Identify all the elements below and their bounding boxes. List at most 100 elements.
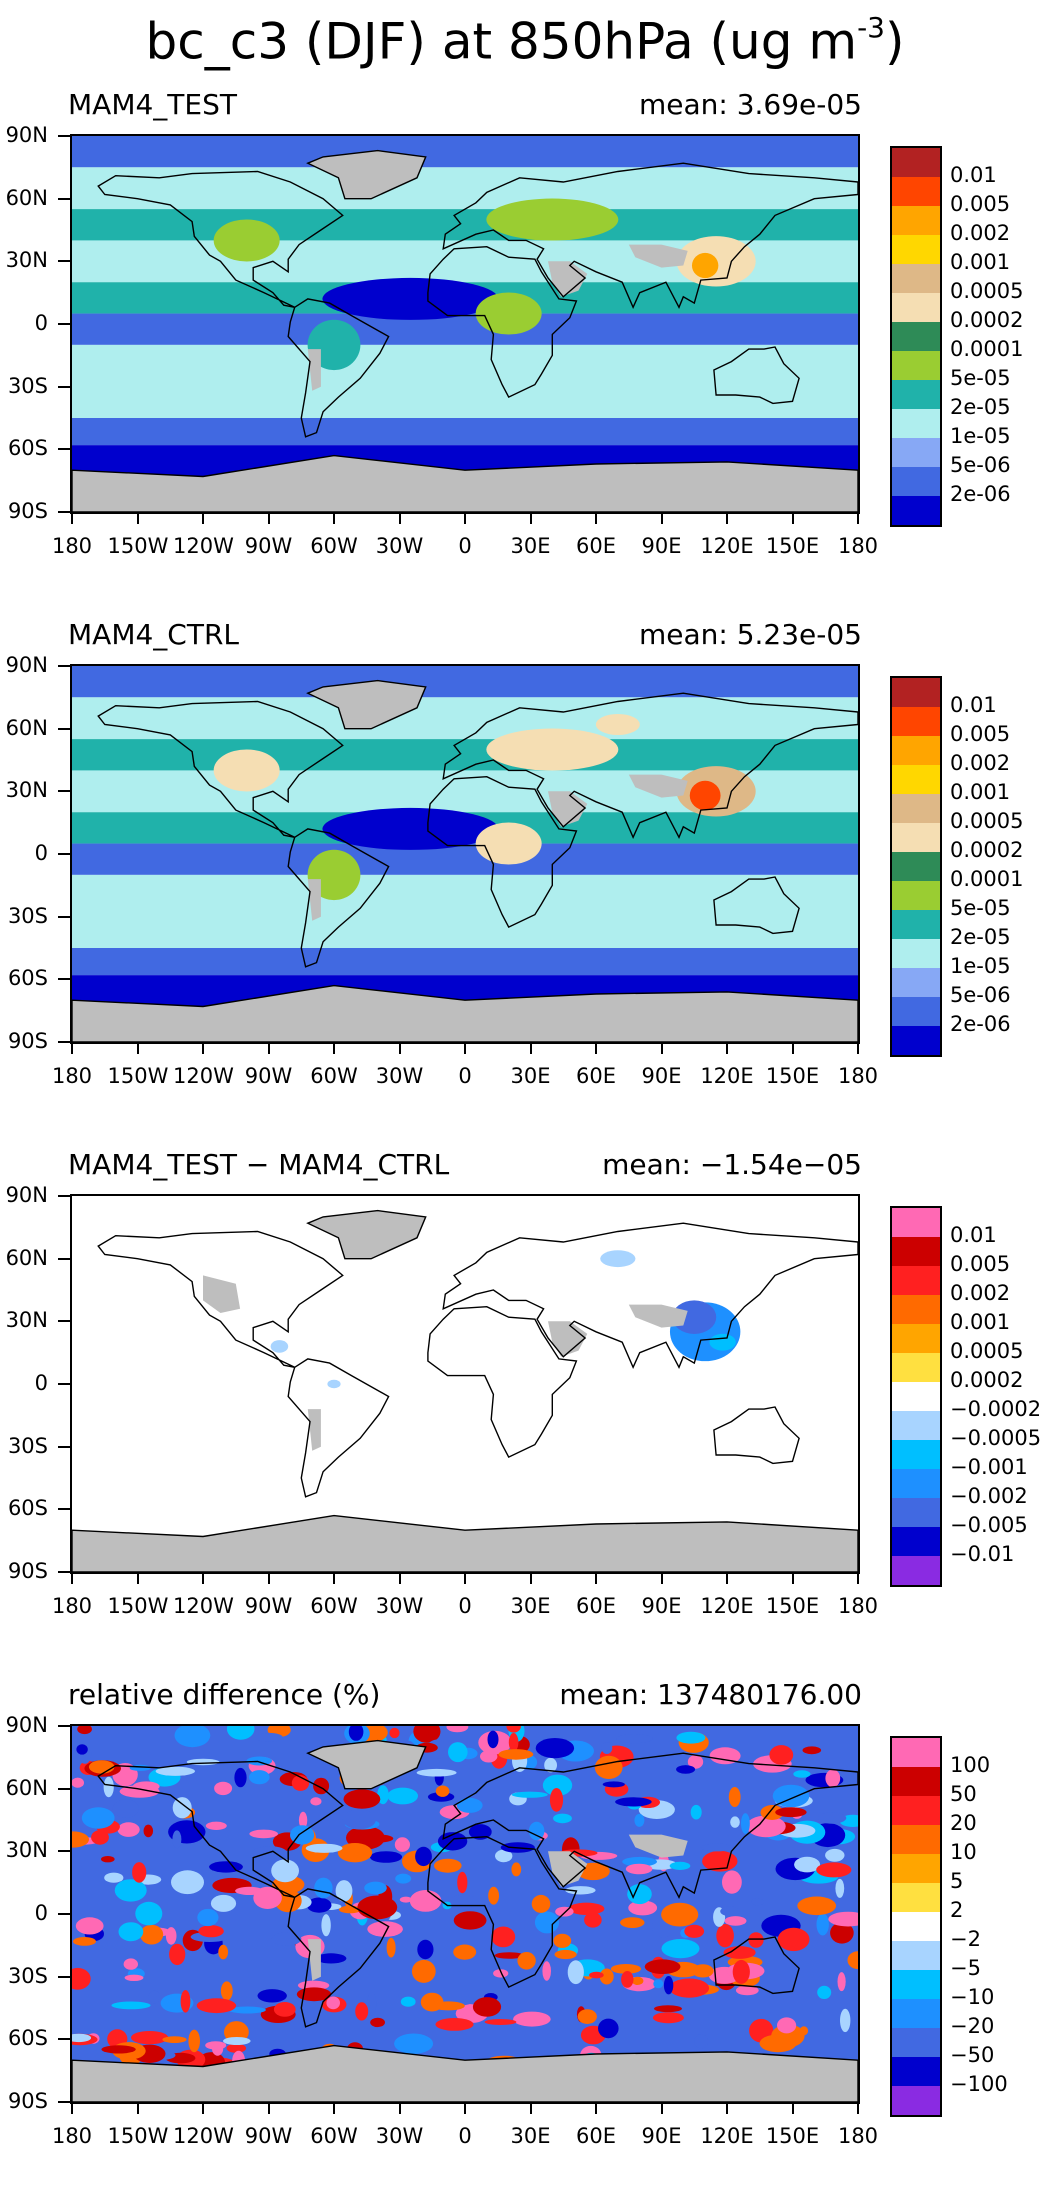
relative-difference-patch xyxy=(825,1769,841,1788)
colorbar-label: −0.002 xyxy=(950,1484,1028,1508)
relative-difference-patch xyxy=(273,2002,296,2017)
colorbar-label: −100 xyxy=(950,2072,1008,2096)
relative-difference-patch xyxy=(172,1830,182,1849)
colorbar-label: 0.005 xyxy=(950,192,1011,216)
colorbar xyxy=(890,676,942,1057)
relative-difference-patch xyxy=(816,1913,829,1936)
colorbar-label: 10 xyxy=(950,1840,977,1864)
relative-difference-patch xyxy=(174,1726,211,1748)
colorbar-label: −0.001 xyxy=(950,1455,1028,1479)
relative-difference-patch xyxy=(76,1744,88,1755)
lon-tick xyxy=(202,2104,204,2114)
relative-difference-patch xyxy=(101,1856,115,1863)
panel-mean: mean: 3.69e-05 xyxy=(638,88,862,121)
colorbar-swatch xyxy=(892,939,940,968)
concentration-band xyxy=(72,874,858,913)
difference-patch xyxy=(270,1340,289,1353)
missing-data-antarctica xyxy=(72,2045,858,2102)
concentration-band xyxy=(72,697,858,740)
lat-tick-label: 90S xyxy=(7,1029,48,1053)
relative-difference-patch xyxy=(653,1979,664,1989)
coastline-australia xyxy=(713,346,800,405)
lon-tick xyxy=(791,514,794,524)
relative-difference-patch xyxy=(817,1812,847,1824)
relative-difference-patch xyxy=(709,1747,741,1765)
relative-difference-patch xyxy=(367,1921,403,1937)
lon-tick-label: 60W xyxy=(310,1064,358,1088)
colorbar-swatch xyxy=(892,1767,940,1796)
relative-difference-patch xyxy=(104,1872,124,1883)
missing-data-tibet xyxy=(628,1834,688,1858)
lon-tick-label: 60E xyxy=(576,2124,616,2148)
colorbar-swatch xyxy=(892,1295,940,1324)
colorbar-label: 0.001 xyxy=(950,250,1011,274)
relative-difference-patch xyxy=(495,1849,513,1863)
concentration-hotspot xyxy=(475,292,542,335)
relative-difference-patch xyxy=(249,1770,270,1785)
colorbar-swatch xyxy=(892,438,940,467)
lon-tick-label: 180 xyxy=(51,534,93,558)
relative-difference-patch xyxy=(246,1756,273,1766)
lat-tick-label: 30S xyxy=(7,1963,48,1988)
difference-patch xyxy=(709,1333,736,1351)
missing-data-arabia xyxy=(548,261,588,297)
lon-tick xyxy=(726,1574,728,1584)
lon-tick-label: 30E xyxy=(510,534,551,558)
relative-difference-patch xyxy=(472,1997,502,2017)
lon-tick xyxy=(333,1574,335,1584)
colorbar-swatch xyxy=(892,997,940,1026)
map-frame xyxy=(70,1194,860,1574)
relative-difference-patch xyxy=(594,1755,623,1779)
relative-difference-patch xyxy=(720,1906,740,1917)
relative-difference-patch xyxy=(171,1870,204,1895)
lon-tick xyxy=(660,1574,663,1584)
relative-difference-patch xyxy=(513,2011,551,2027)
colorbar-swatch xyxy=(892,823,940,852)
missing-data-tibet xyxy=(628,244,688,268)
lon-tick-label: 90E xyxy=(641,534,682,558)
lon-tick-label: 180 xyxy=(51,1594,93,1618)
colorbar-swatch xyxy=(892,148,940,177)
lat-tick xyxy=(58,1445,70,1448)
lon-tick xyxy=(529,1044,532,1054)
relative-difference-patch xyxy=(663,1976,674,1995)
concentration-band xyxy=(72,843,858,875)
relative-difference-patch xyxy=(389,1727,400,1739)
coastline-africa xyxy=(427,1305,578,1459)
lon-tick xyxy=(202,514,204,524)
difference-patch xyxy=(672,1300,717,1334)
lon-tick-label: 30W xyxy=(375,2124,424,2148)
relative-difference-patch xyxy=(797,1896,837,1916)
lon-tick-label: 180 xyxy=(837,1064,879,1088)
relative-difference-patch xyxy=(214,1781,233,1796)
lat-tick-label: 60N xyxy=(5,1245,48,1270)
relative-difference-patch xyxy=(88,1760,115,1774)
colorbar-label: 2e-06 xyxy=(950,482,1011,506)
relative-difference-patch xyxy=(366,1834,394,1843)
lon-tick xyxy=(333,1044,335,1054)
relative-difference-patch xyxy=(830,1922,854,1944)
coastline-antarctica xyxy=(72,1514,858,1572)
relative-difference-patch xyxy=(723,1946,756,1959)
lat-tick xyxy=(58,853,70,855)
panel-title: MAM4_TEST xyxy=(68,88,237,121)
missing-data-antarctica xyxy=(72,1515,858,1572)
colorbar-label: 0.0002 xyxy=(950,308,1024,332)
concentration-band xyxy=(72,739,858,771)
colorbar-swatch xyxy=(892,351,940,380)
relative-difference-patch xyxy=(416,1768,457,1777)
relative-difference-patch xyxy=(155,1766,195,1776)
lat-tick xyxy=(58,323,70,325)
lon-tick xyxy=(398,1574,401,1584)
colorbar-swatch xyxy=(892,852,940,881)
colorbar-label: 5e-06 xyxy=(950,453,1011,477)
lon-tick-label: 60E xyxy=(576,1594,616,1618)
concentration-band xyxy=(72,167,858,210)
relative-difference-patch xyxy=(616,1734,653,1744)
colorbar-swatch xyxy=(892,707,940,736)
relative-difference-patch xyxy=(209,1861,243,1873)
relative-difference-patch xyxy=(531,1894,551,1913)
lon-tick xyxy=(333,2104,335,2114)
relative-difference-patch xyxy=(123,1958,138,1970)
relative-difference-patch xyxy=(669,1978,710,1998)
